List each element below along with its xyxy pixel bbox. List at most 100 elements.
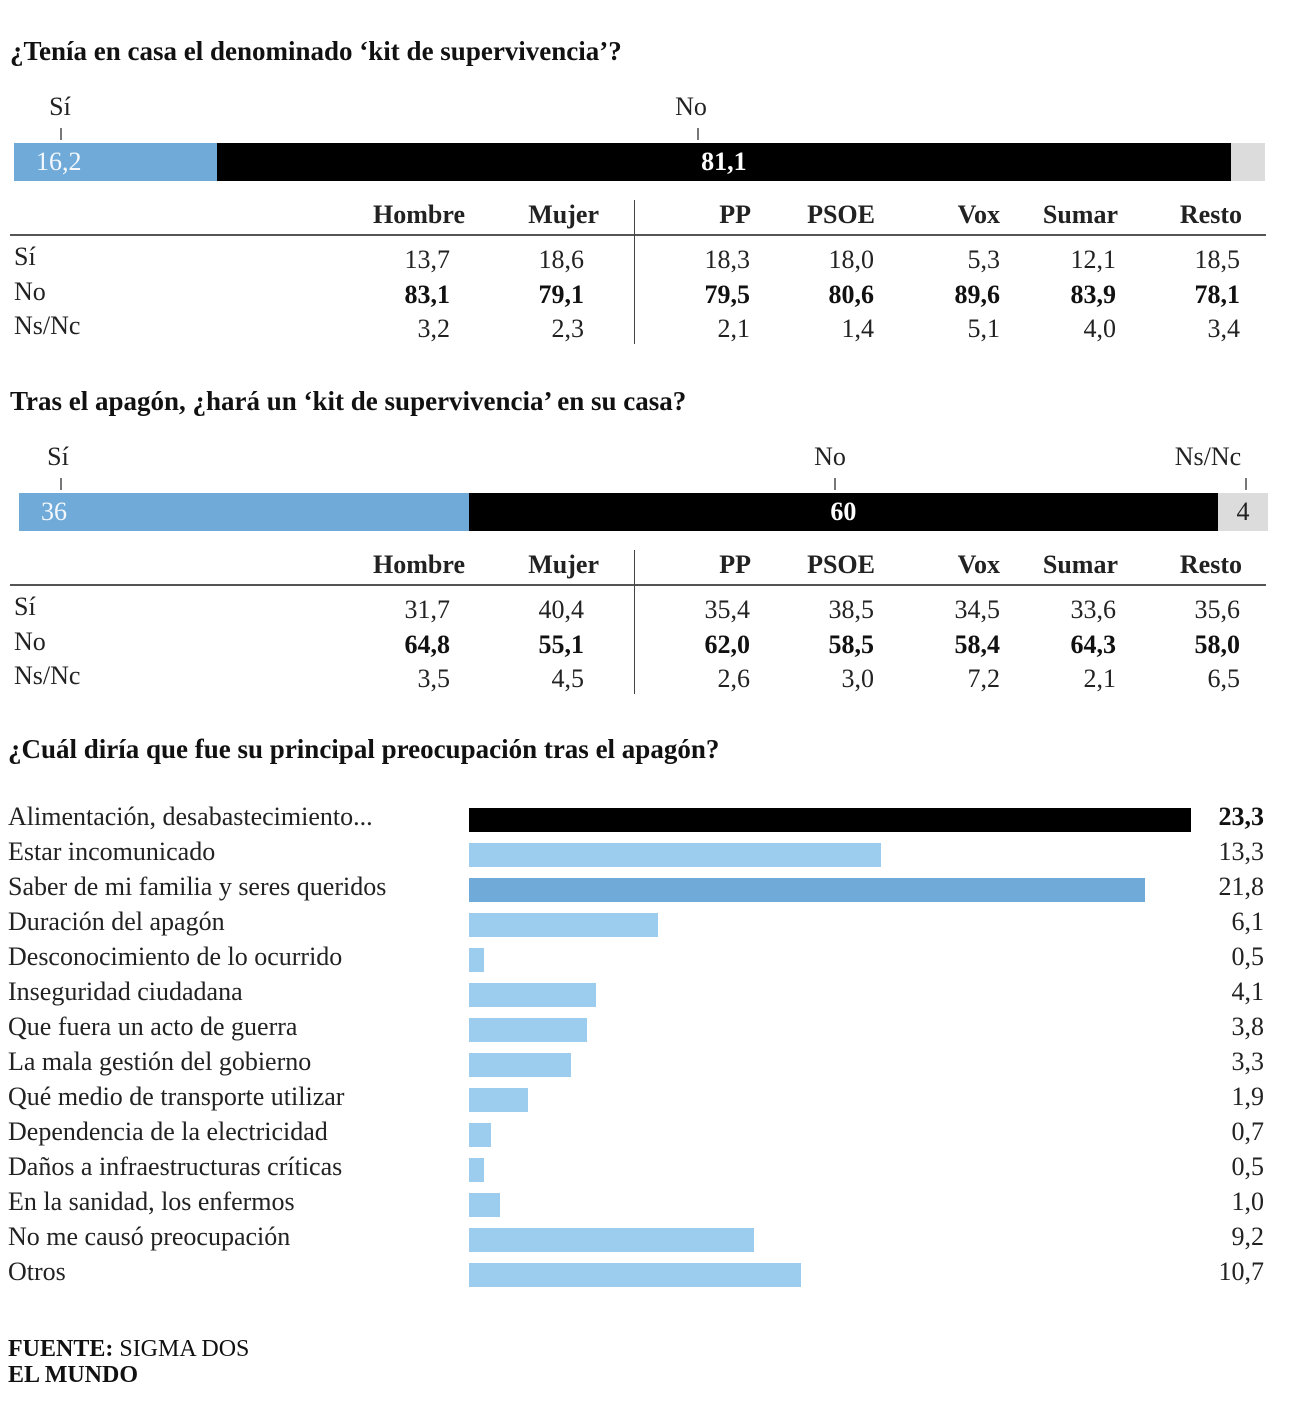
bar-category-label: No me causó preocupación — [8, 1222, 291, 1251]
bar — [469, 913, 659, 937]
q2-label-no: No — [814, 442, 846, 471]
bar-row: Saber de mi familia y seres queridos 21,8 — [0, 872, 1292, 907]
bar — [469, 1123, 491, 1147]
bar — [469, 1158, 485, 1182]
bar-category-label: Desconocimiento de lo ocurrido — [8, 942, 343, 971]
table-cell: 83,1 — [404, 280, 451, 309]
q2-value-si: 36 — [41, 497, 67, 526]
bar-value-label: 1,9 — [1231, 1082, 1265, 1111]
column-header-psoe: PSOE — [807, 200, 875, 229]
bar-value-label: 13,3 — [1218, 837, 1265, 866]
q2-label-si: Sí — [47, 442, 69, 471]
row-label: Sí — [14, 242, 36, 271]
bar-value-label: 9,2 — [1231, 1222, 1265, 1251]
table-cell: 80,6 — [828, 280, 875, 309]
bar — [469, 1263, 801, 1287]
table-cell: 64,3 — [1070, 630, 1117, 659]
bar-value-label: 21,8 — [1218, 872, 1265, 901]
table-cell: 34,5 — [954, 595, 1001, 624]
q2-stacked-bar: 36 60 4 — [19, 493, 1268, 531]
q1-tick-no — [697, 128, 699, 140]
bar-row: Que fuera un acto de guerra 3,8 — [0, 1012, 1292, 1047]
q1-label-si: Sí — [49, 92, 71, 121]
table-cell: 40,4 — [538, 595, 585, 624]
bar-value-label: 4,1 — [1231, 977, 1265, 1006]
table-cell: 38,5 — [828, 595, 875, 624]
column-header-pp: PP — [719, 550, 751, 579]
column-header-vox: Vox — [957, 550, 1000, 579]
question-1-title: ¿Tenía en casa el denominado ‘kit de sup… — [10, 36, 622, 66]
bar-value-label: 0,5 — [1231, 1152, 1265, 1181]
q2-tick-no — [834, 478, 836, 490]
table-cell: 79,5 — [704, 280, 751, 309]
q1-crosstab: Hombre Mujer PP PSOE Vox Sumar Resto Sí 13,7 18,6… — [10, 200, 1266, 350]
table-cell: 3,4 — [1207, 314, 1241, 343]
column-header-hombre: Hombre — [373, 200, 465, 229]
bar — [469, 1018, 587, 1042]
table-cell: 18,0 — [828, 245, 875, 274]
table-cell: 4,5 — [551, 664, 585, 693]
q2-segment-no: 60 — [468, 493, 1219, 531]
q1-label-no: No — [675, 92, 707, 121]
bar — [469, 948, 485, 972]
bar-row: En la sanidad, los enfermos 1,0 — [0, 1187, 1292, 1222]
bar-category-label: Daños a infraestructuras críticas — [8, 1152, 343, 1181]
column-divider — [634, 200, 635, 344]
table-cell: 18,3 — [704, 245, 751, 274]
q2-value-nsnc: 4 — [1236, 497, 1250, 526]
table-cell: 5,3 — [967, 245, 1001, 274]
q2-crosstab: Hombre Mujer PP PSOE Vox Sumar Resto Sí 31,7 40,4… — [10, 550, 1266, 700]
column-header-vox: Vox — [957, 200, 1000, 229]
bar-row: Duración del apagón 6,1 — [0, 907, 1292, 942]
table-cell: 2,1 — [717, 314, 751, 343]
row-label: No — [14, 277, 46, 306]
table-cell: 2,6 — [717, 664, 751, 693]
bar-row: Alimentación, desabastecimiento... 23,3 — [0, 802, 1292, 837]
column-header-resto: Resto — [1179, 550, 1242, 579]
bar — [469, 1193, 500, 1217]
row-label: No — [14, 627, 46, 656]
table-cell: 31,7 — [404, 595, 451, 624]
table-cell: 78,1 — [1194, 280, 1241, 309]
column-header-hombre: Hombre — [373, 550, 465, 579]
bar-row: Otros 10,7 — [0, 1257, 1292, 1292]
bar-value-label: 3,8 — [1231, 1012, 1265, 1041]
table-cell: 35,4 — [704, 595, 751, 624]
table-cell: 89,6 — [954, 280, 1001, 309]
bar-row: Estar incomunicado 13,3 — [0, 837, 1292, 872]
table-cell: 5,1 — [967, 314, 1001, 343]
table-cell: 64,8 — [404, 630, 451, 659]
column-header-resto: Resto — [1179, 200, 1242, 229]
table-cell: 2,1 — [1083, 664, 1117, 693]
table-cell: 4,0 — [1083, 314, 1117, 343]
column-header-psoe: PSOE — [807, 550, 875, 579]
source-line: FUENTE: SIGMA DOS — [8, 1336, 249, 1363]
bar-value-label: 10,7 — [1218, 1257, 1265, 1286]
q2-segment-nsnc: 4 — [1218, 493, 1268, 531]
source-name: SIGMA DOS — [113, 1336, 250, 1362]
bar-value-label: 0,5 — [1231, 942, 1265, 971]
column-header-sumar: Sumar — [1042, 200, 1118, 229]
bar-value-label: 0,7 — [1231, 1117, 1265, 1146]
table-cell: 13,7 — [404, 245, 451, 274]
bar — [469, 1228, 755, 1252]
table-cell: 83,9 — [1070, 280, 1117, 309]
table-cell: 3,2 — [417, 314, 451, 343]
question-3-title: ¿Cuál diría que fue su principal preocup… — [8, 734, 720, 764]
q2-tick-si — [60, 478, 62, 490]
bar-category-label: Alimentación, desabastecimiento... — [8, 802, 373, 831]
question-2-title: Tras el apagón, ¿hará un ‘kit de supervi… — [10, 386, 687, 416]
q2-value-no: 60 — [830, 497, 857, 526]
q1-tick-si — [60, 128, 62, 140]
column-header-pp: PP — [719, 200, 751, 229]
bar-row: No me causó preocupación 9,2 — [0, 1222, 1292, 1257]
q2-segment-si: 36 — [19, 493, 469, 531]
bar-category-label: Saber de mi familia y seres queridos — [8, 872, 387, 901]
bar-category-label: Otros — [8, 1257, 66, 1286]
bar-category-label: Inseguridad ciudadana — [8, 977, 243, 1006]
bar — [469, 1088, 528, 1112]
source-label: FUENTE: — [8, 1336, 114, 1362]
table-cell: 6,5 — [1207, 664, 1241, 693]
bar-category-label: Que fuera un acto de guerra — [8, 1012, 298, 1041]
table-cell: 58,0 — [1194, 630, 1241, 659]
